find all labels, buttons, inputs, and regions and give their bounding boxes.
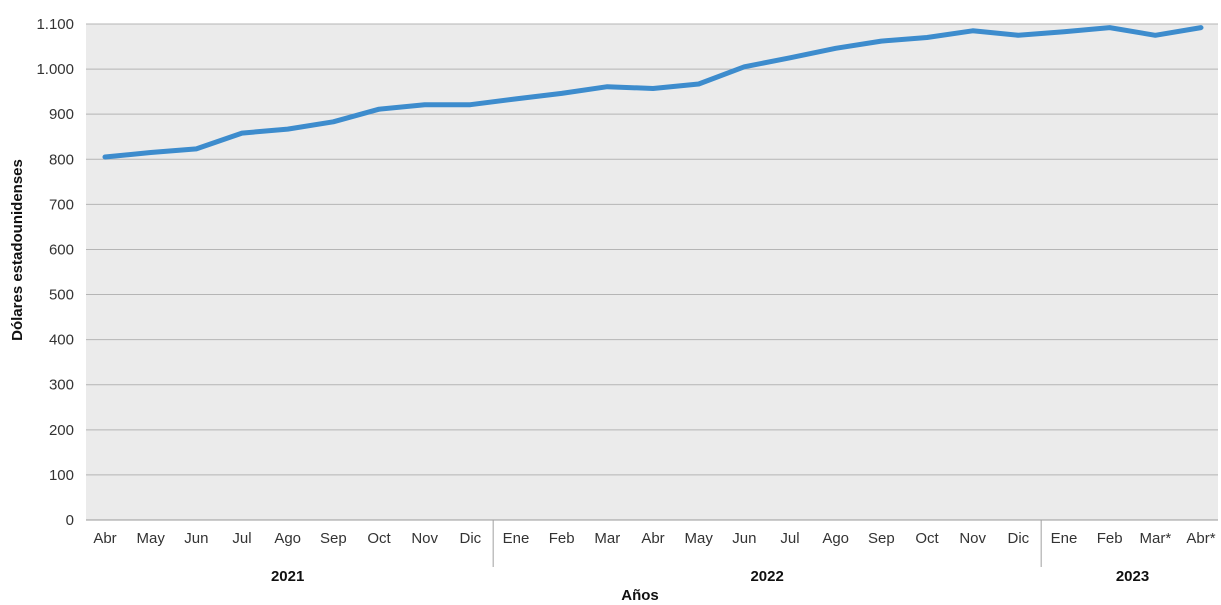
y-axis-ticks: 0 100 200 300 400 500 600 700 800 900 1.000 1.100 bbox=[36, 16, 74, 529]
x-tick-label: Ene bbox=[1051, 530, 1078, 547]
x-tick-label: Ene bbox=[503, 530, 530, 547]
x-tick-label: Abr bbox=[641, 530, 664, 547]
x-tick-label: Nov bbox=[411, 530, 438, 547]
y-tick-label: 1.100 bbox=[36, 16, 74, 33]
x-tick-label: Feb bbox=[549, 530, 575, 547]
y-tick-label: 100 bbox=[49, 467, 74, 484]
x-tick-label: May bbox=[136, 530, 165, 547]
x-tick-label: Ago bbox=[274, 530, 301, 547]
plot-area bbox=[86, 24, 1218, 520]
x-tick-label: Nov bbox=[959, 530, 986, 547]
x-tick-label: Jun bbox=[184, 530, 208, 547]
x-tick-label: Mar* bbox=[1139, 530, 1171, 547]
year-labels: 2021 2022 2023 bbox=[271, 568, 1149, 585]
x-axis-ticks: Abr May Jun Jul Ago Sep Oct Nov Dic Ene Feb Mar Abr M… bbox=[93, 530, 1215, 547]
x-tick-label: Abr* bbox=[1186, 530, 1215, 547]
x-tick-label: Sep bbox=[868, 530, 895, 547]
y-tick-label: 200 bbox=[49, 422, 74, 439]
x-tick-label: Dic bbox=[459, 530, 481, 547]
x-tick-label: May bbox=[684, 530, 713, 547]
y-tick-label: 1.000 bbox=[36, 61, 74, 78]
x-tick-label: Jul bbox=[232, 530, 251, 547]
y-tick-label: 300 bbox=[49, 377, 74, 394]
x-tick-label: Mar bbox=[594, 530, 620, 547]
x-tick-label: Abr bbox=[93, 530, 116, 547]
y-tick-label: 500 bbox=[49, 287, 74, 304]
year-label: 2021 bbox=[271, 568, 304, 585]
x-tick-label: Sep bbox=[320, 530, 347, 547]
series-line bbox=[102, 25, 1204, 160]
x-tick-label: Oct bbox=[367, 530, 391, 547]
x-tick-label: Jun bbox=[732, 530, 756, 547]
x-axis-title: Años bbox=[621, 587, 659, 604]
year-label: 2022 bbox=[750, 568, 783, 585]
x-tick-label: Dic bbox=[1007, 530, 1029, 547]
x-tick-label: Ago bbox=[822, 530, 849, 547]
y-axis-title: Dólares estadounidenses bbox=[9, 159, 26, 341]
y-tick-label: 900 bbox=[49, 106, 74, 123]
x-tick-label: Oct bbox=[915, 530, 939, 547]
y-tick-label: 800 bbox=[49, 151, 74, 168]
gridlines bbox=[86, 23, 1218, 521]
x-tick-label: Jul bbox=[780, 530, 799, 547]
year-label: 2023 bbox=[1116, 568, 1149, 585]
y-tick-label: 0 bbox=[66, 512, 74, 529]
y-tick-label: 700 bbox=[49, 196, 74, 213]
y-tick-label: 400 bbox=[49, 332, 74, 349]
year-separators bbox=[492, 520, 1042, 567]
y-tick-label: 600 bbox=[49, 241, 74, 258]
x-tick-label: Feb bbox=[1097, 530, 1123, 547]
